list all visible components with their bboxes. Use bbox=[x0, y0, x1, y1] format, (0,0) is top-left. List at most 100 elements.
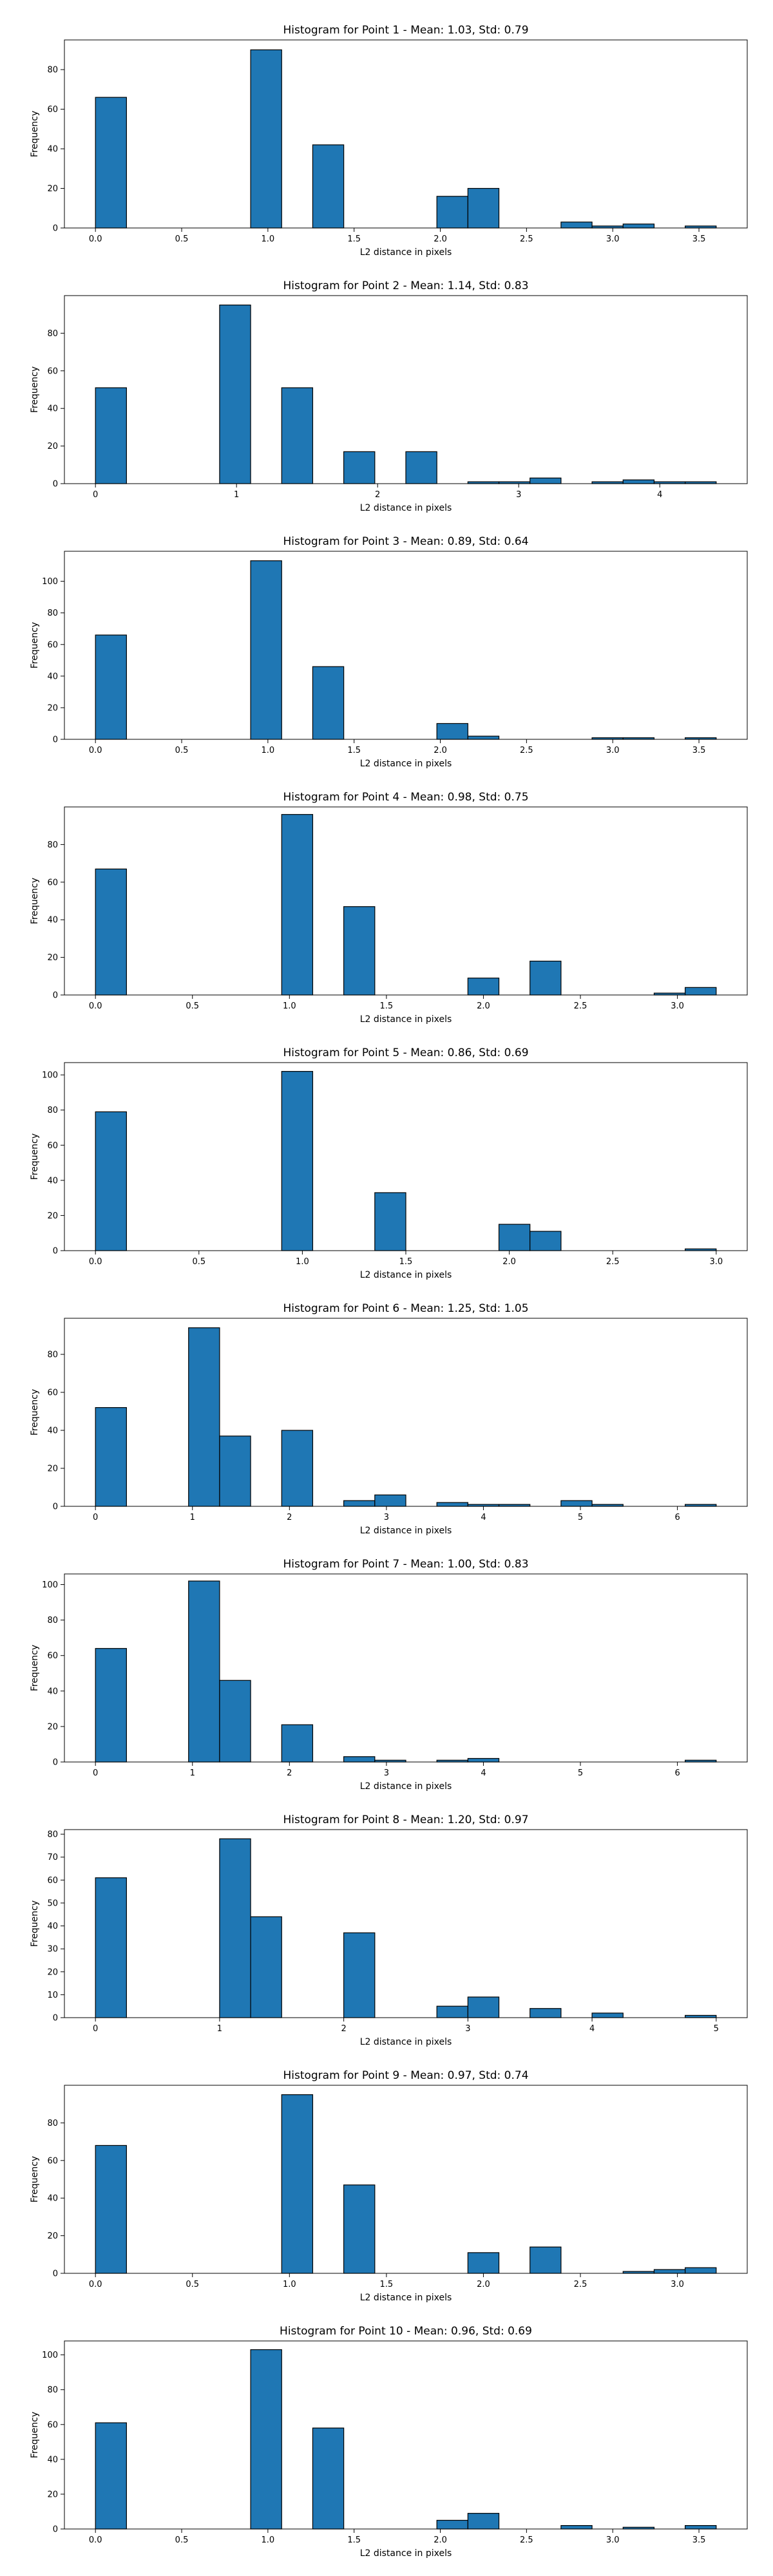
histogram-panel-2: Histogram for Point 2 - Mean: 1.14, Std:… bbox=[30, 279, 748, 513]
histogram-bar bbox=[374, 1494, 406, 1507]
x-tick-label: 3 bbox=[465, 2024, 470, 2034]
histogram-bar bbox=[560, 1500, 593, 1507]
histogram-bar bbox=[343, 1932, 376, 2018]
histogram-bar bbox=[95, 1111, 127, 1251]
histogram-bar bbox=[653, 2269, 686, 2274]
chart-title: Histogram for Point 8 - Mean: 1.20, Std:… bbox=[283, 1814, 528, 1826]
x-tick-label: 2 bbox=[375, 490, 380, 500]
x-tick-label: 6 bbox=[674, 1768, 680, 1778]
histogram-bar bbox=[374, 1192, 406, 1251]
y-tick-label: 60 bbox=[47, 366, 58, 376]
histogram-bar bbox=[250, 2349, 282, 2530]
y-tick-label: 60 bbox=[47, 1388, 58, 1398]
histogram-bar bbox=[530, 2008, 562, 2018]
y-axis-label: Frequency bbox=[30, 622, 40, 668]
y-tick-label: 40 bbox=[47, 672, 58, 681]
x-tick-label: 1 bbox=[217, 2024, 222, 2034]
chart-title: Histogram for Point 4 - Mean: 0.98, Std:… bbox=[283, 791, 528, 804]
x-tick-label: 1.5 bbox=[380, 1001, 394, 1011]
y-tick-label: 60 bbox=[47, 105, 58, 115]
histogram-bar bbox=[622, 223, 655, 229]
x-tick-label: 2.5 bbox=[520, 234, 533, 244]
y-tick-label: 80 bbox=[47, 1350, 58, 1360]
x-tick-label: 1.5 bbox=[347, 234, 361, 244]
x-tick-label: 2 bbox=[341, 2024, 346, 2034]
histogram-panel-4: Histogram for Point 4 - Mean: 0.98, Std:… bbox=[30, 791, 748, 1025]
histogram-bar bbox=[622, 479, 655, 484]
chart-title: Histogram for Point 3 - Mean: 0.89, Std:… bbox=[283, 535, 528, 548]
histogram-bar bbox=[95, 868, 127, 996]
histogram-bar bbox=[95, 97, 127, 229]
y-tick-label: 80 bbox=[47, 840, 58, 850]
x-tick-label: 3.0 bbox=[606, 2535, 620, 2545]
histogram-bar bbox=[560, 222, 593, 229]
x-tick-label: 0.0 bbox=[89, 234, 102, 244]
x-tick-label: 0 bbox=[93, 1513, 98, 1522]
x-axis-label: L2 distance in pixels bbox=[360, 1014, 452, 1025]
plot-frame bbox=[64, 806, 748, 996]
plot-frame bbox=[64, 1318, 748, 1507]
y-tick-label: 60 bbox=[47, 1651, 58, 1661]
x-axis-label: L2 distance in pixels bbox=[360, 759, 452, 769]
histogram-bar bbox=[498, 1224, 531, 1251]
histogram-bar bbox=[685, 2014, 717, 2018]
histogram-bar bbox=[95, 1407, 127, 1507]
y-tick-label: 20 bbox=[47, 2231, 58, 2241]
histogram-bar bbox=[312, 144, 345, 229]
y-axis-label: Frequency bbox=[30, 1645, 40, 1691]
y-tick-label: 100 bbox=[42, 1580, 58, 1590]
histogram-panel-10: Histogram for Point 10 - Mean: 0.96, Std… bbox=[30, 2325, 748, 2559]
histogram-bar bbox=[467, 187, 500, 229]
x-tick-label: 5 bbox=[578, 1768, 583, 1778]
y-tick-label: 20 bbox=[47, 184, 58, 194]
plot-frame bbox=[64, 39, 748, 229]
x-tick-label: 0.0 bbox=[89, 2280, 102, 2289]
histogram-bar bbox=[467, 2252, 500, 2274]
y-tick-label: 60 bbox=[47, 2420, 58, 2430]
histogram-bar bbox=[281, 1724, 314, 1763]
histogram-bar bbox=[312, 666, 345, 740]
chart-title: Histogram for Point 6 - Mean: 1.25, Std:… bbox=[283, 1302, 528, 1315]
x-tick-label: 3 bbox=[384, 1768, 389, 1778]
x-tick-label: 0 bbox=[93, 1768, 98, 1778]
y-tick-label: 60 bbox=[47, 1141, 58, 1151]
x-axis-label: L2 distance in pixels bbox=[360, 1526, 452, 1536]
y-tick-label: 40 bbox=[47, 1922, 58, 1931]
x-tick-label: 6 bbox=[674, 1513, 680, 1522]
y-tick-label: 20 bbox=[47, 703, 58, 713]
y-tick-label: 80 bbox=[47, 609, 58, 618]
x-tick-label: 1.5 bbox=[347, 2535, 361, 2545]
chart-title: Histogram for Point 7 - Mean: 1.00, Std:… bbox=[283, 1558, 528, 1571]
histogram-panels: Histogram for Point 1 - Mean: 1.03, Std:… bbox=[30, 24, 748, 2559]
x-tick-label: 3 bbox=[516, 490, 521, 500]
chart-title: Histogram for Point 9 - Mean: 0.97, Std:… bbox=[283, 2069, 528, 2082]
histogram-panel-8: Histogram for Point 8 - Mean: 1.20, Std:… bbox=[30, 1814, 748, 2047]
x-tick-label: 1.5 bbox=[380, 2280, 394, 2289]
y-tick-label: 40 bbox=[47, 2194, 58, 2204]
histogram-bar bbox=[343, 2184, 376, 2274]
histogram-bar bbox=[591, 2012, 624, 2018]
histogram-bar bbox=[219, 1680, 251, 1763]
histogram-bar bbox=[312, 2427, 345, 2530]
histogram-panel-1: Histogram for Point 1 - Mean: 1.03, Std:… bbox=[30, 24, 748, 258]
y-tick-label: 20 bbox=[47, 1967, 58, 1977]
x-tick-label: 2.5 bbox=[574, 1001, 587, 1011]
y-tick-label: 20 bbox=[47, 953, 58, 963]
x-tick-label: 2.0 bbox=[477, 2280, 490, 2289]
x-tick-label: 2.5 bbox=[574, 2280, 587, 2289]
y-tick-label: 40 bbox=[47, 1687, 58, 1696]
histogram-bar bbox=[219, 305, 251, 484]
x-tick-label: 4 bbox=[589, 2024, 595, 2034]
histogram-bar bbox=[467, 1757, 500, 1763]
x-tick-label: 1 bbox=[190, 1768, 195, 1778]
y-tick-label: 80 bbox=[47, 1106, 58, 1115]
x-tick-label: 2 bbox=[287, 1513, 292, 1522]
histogram-bar bbox=[436, 2005, 468, 2018]
x-tick-label: 0.5 bbox=[192, 1257, 205, 1267]
x-tick-label: 3.0 bbox=[606, 234, 620, 244]
histogram-bar bbox=[436, 723, 468, 740]
x-tick-label: 5 bbox=[714, 2024, 719, 2034]
y-tick-label: 30 bbox=[47, 1945, 58, 1955]
histogram-bar bbox=[436, 196, 468, 229]
y-tick-label: 60 bbox=[47, 1876, 58, 1886]
